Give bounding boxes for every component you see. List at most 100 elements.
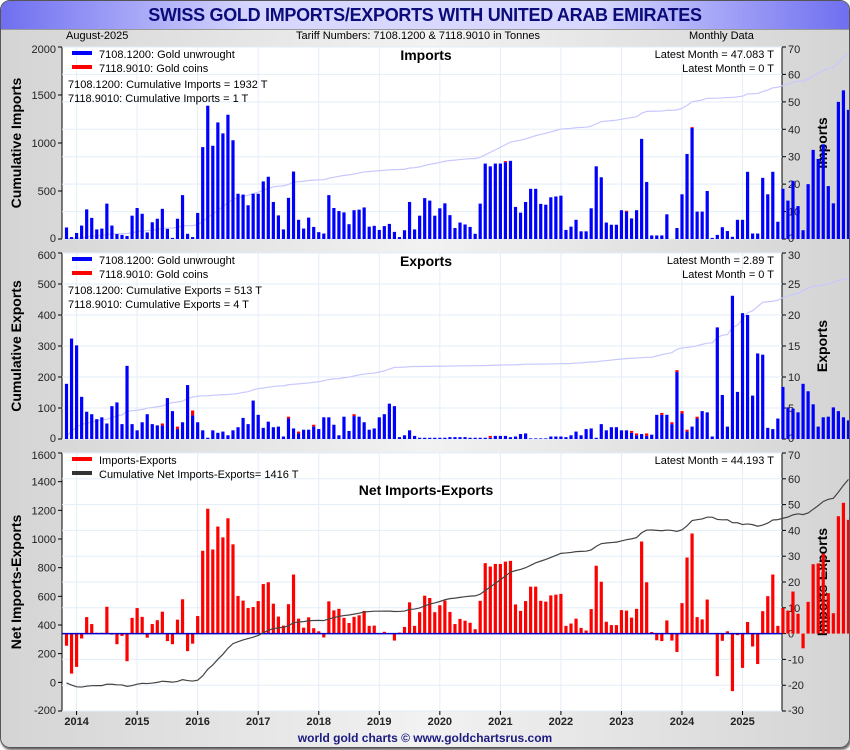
bar-net [574,618,578,634]
x-tick-label: 2014 [64,716,89,728]
bar-unwrought [771,429,775,439]
bar-unwrought [675,228,679,239]
bar-unwrought [241,417,245,439]
left-tick-label: 400 [38,310,56,322]
bar-unwrought [488,166,492,239]
bar-unwrought [115,402,119,439]
bar-unwrought [332,424,336,439]
bar-net [594,565,598,634]
bar-coins [296,431,301,434]
bar-unwrought [115,234,119,239]
bar-net [372,625,376,634]
left-axis-label: Cumulative Imports [8,77,24,208]
bar-net [281,625,286,634]
bar-unwrought [645,435,649,439]
bar-net [206,508,210,634]
bar-net [549,595,553,634]
bar-unwrought [796,206,800,239]
bar-unwrought [604,430,608,439]
latest-month-label: Latest Month = 47.083 T [655,49,775,61]
bar-net [529,586,533,634]
bar-unwrought [196,212,200,239]
left-tick-label: 1000 [32,534,56,546]
bar-net [453,624,457,634]
bar-unwrought [413,229,417,239]
bar-unwrought [650,235,654,239]
bar-net [725,631,729,634]
bar-unwrought [251,400,255,439]
x-tick-label: 2021 [488,716,512,728]
bar-net [211,549,215,634]
bar-unwrought [751,395,755,439]
bar-unwrought [594,437,598,439]
bar-net [478,600,482,634]
bar-unwrought [347,430,351,439]
bar-unwrought [675,372,679,439]
bar-unwrought [670,424,674,439]
bar-net [266,582,270,634]
bar-net [342,617,346,634]
bar-unwrought [175,429,180,439]
x-tick-label: 2024 [670,716,695,728]
bar-unwrought [216,432,220,439]
bar-net [650,632,654,634]
bar-unwrought [160,208,164,239]
bar-net [715,633,719,677]
bar-unwrought [327,195,331,239]
bar-unwrought [579,435,583,439]
bar-unwrought [100,417,104,439]
bar-net [473,629,477,634]
bar-net [604,621,608,634]
bar-unwrought [771,171,775,239]
bar-unwrought [730,295,735,439]
bar-net [226,518,230,634]
bar-unwrought [231,430,235,439]
bar-unwrought [483,163,487,239]
bar-unwrought [690,127,694,239]
bar-unwrought [362,422,366,439]
bar-unwrought [493,163,497,239]
bar-unwrought [145,414,149,439]
bar-net [751,633,755,647]
bar-unwrought [645,181,649,239]
x-tick-label: 2016 [185,716,209,728]
bar-unwrought [791,408,795,439]
bar-net [196,616,200,634]
bar-unwrought [695,211,699,239]
bar-unwrought [811,404,815,439]
bar-unwrought [307,217,311,239]
bar-net [276,616,280,634]
bar-unwrought [660,235,664,239]
bar-net [680,603,684,634]
bar-net [145,633,149,638]
bar-unwrought [655,235,659,239]
bar-unwrought [564,229,568,239]
bar-unwrought [554,436,558,439]
bar-unwrought [191,237,195,239]
bar-unwrought [665,214,669,239]
bar-net [503,561,508,634]
right-tick-label: 10 [788,372,800,384]
bar-unwrought [513,436,518,439]
right-tick-label: -30 [788,705,804,717]
bar-unwrought [322,417,326,439]
bar-unwrought [261,427,265,439]
bar-net [201,550,205,634]
bar-net [402,626,407,634]
bar-net [105,606,109,634]
bar-net [180,599,185,634]
bar-unwrought [327,417,331,439]
bar-net [640,541,644,634]
bar-unwrought [377,229,381,239]
bar-net [756,633,760,665]
bar-unwrought [352,416,356,439]
bar-unwrought [624,211,629,239]
bar-unwrought [831,407,835,439]
bar-unwrought [180,422,185,439]
bar-coins [352,414,356,417]
bar-unwrought [276,215,280,239]
bar-unwrought [216,122,220,239]
bar-net [418,612,422,634]
